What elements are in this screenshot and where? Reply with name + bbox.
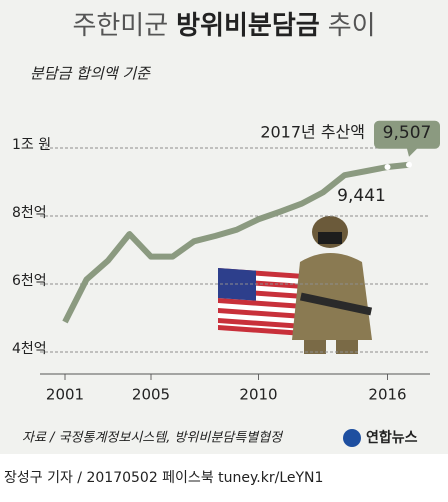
illustration [218, 216, 373, 354]
line [62, 161, 410, 324]
x-tick-label: 2001 [46, 386, 84, 404]
logo-mark [343, 429, 361, 447]
chart-title: 주한미군 방위비분담금 추이 [72, 11, 375, 41]
y-tick-label: 1조 원 [12, 137, 51, 153]
subtitle: 분담금 합의액 기준 [30, 65, 151, 83]
logo: 연합뉴스 [366, 429, 418, 446]
data-label: 9,507 [383, 123, 432, 143]
data-label: 9,441 [337, 186, 386, 206]
title-part: 방위비분담금 [176, 11, 320, 41]
point [406, 161, 412, 168]
point [384, 164, 391, 171]
source: 자료 / 국정통계정보시스템, 방위비분담특별협정 [22, 431, 284, 446]
footer: 장성구 기자 / 20170502 페이스북 tuney.kr/LeYN1 [4, 470, 323, 486]
annotation: 2017년 추산액 [260, 122, 365, 141]
title-part: 추이 [328, 11, 376, 41]
y-tick-label: 6천억 [12, 273, 47, 289]
panel [0, 0, 448, 454]
x-tick-label: 2016 [368, 386, 406, 404]
x-tick-label: 2005 [132, 386, 170, 404]
y-tick-label: 4천억 [12, 341, 47, 357]
y-tick-label: 8천억 [12, 205, 47, 221]
label-bubble [374, 120, 440, 157]
x-tick-label: 2010 [239, 386, 277, 404]
title-part: 주한미군 [72, 11, 168, 41]
